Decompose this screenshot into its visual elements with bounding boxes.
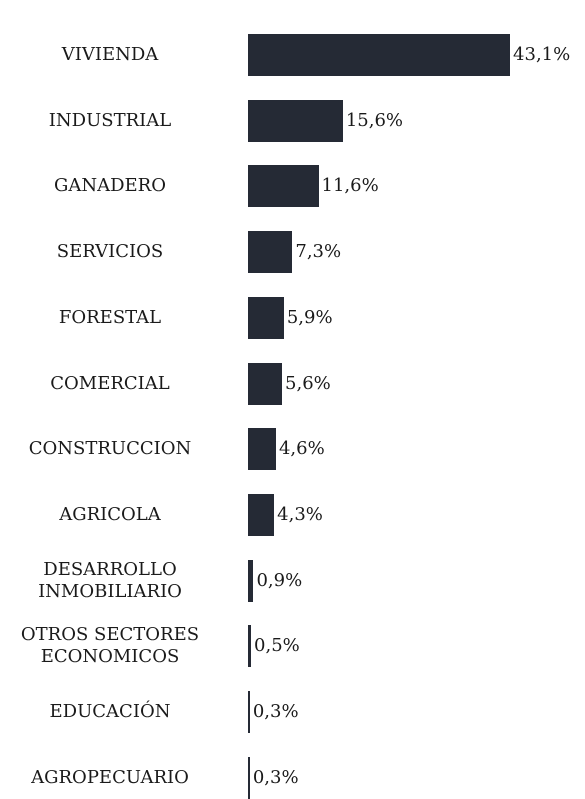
bar: [248, 231, 293, 274]
category-label: SERVICIOS: [56, 241, 164, 263]
bar: [248, 493, 275, 536]
value-label: 5,6%: [285, 372, 331, 394]
bar: [248, 625, 252, 668]
value-label: 43,1%: [513, 44, 571, 65]
category-label: DESARROLLO INMOBILIARIO: [38, 558, 182, 602]
category-label: COMERCIAL: [50, 372, 170, 394]
value-label: 0,3%: [252, 701, 299, 722]
value-label: 0,3%: [252, 766, 299, 788]
bar: [248, 559, 254, 602]
value-label: 5,9%: [286, 306, 333, 328]
bar: [248, 362, 283, 405]
value-label: 11,6%: [321, 175, 379, 197]
value-label: 0,5%: [254, 635, 300, 657]
bar: [248, 296, 284, 339]
value-label: 4,3%: [277, 503, 323, 525]
bar: [248, 756, 250, 799]
category-label: GANADERO: [53, 175, 166, 197]
category-label: OTROS SECTORES ECONOMICOS: [20, 624, 200, 668]
bar: [248, 691, 250, 733]
value-label: 4,6%: [278, 438, 325, 460]
value-label: 0,9%: [256, 569, 303, 591]
bar: [248, 428, 276, 471]
category-label: EDUCACIÓN: [49, 701, 171, 722]
value-label: 7,3%: [295, 241, 342, 263]
bar: [248, 99, 343, 142]
value-label: 15,6%: [345, 109, 404, 131]
category-label: FORESTAL: [58, 306, 162, 328]
category-label: VIVIENDA: [61, 44, 159, 65]
category-label: CONSTRUCCION: [28, 438, 192, 460]
bar: [248, 34, 511, 76]
category-label: INDUSTRIAL: [48, 109, 172, 131]
bar: [248, 165, 319, 208]
category-label: AGRICOLA: [59, 503, 161, 525]
category-label: AGROPECUARIO: [31, 766, 189, 788]
